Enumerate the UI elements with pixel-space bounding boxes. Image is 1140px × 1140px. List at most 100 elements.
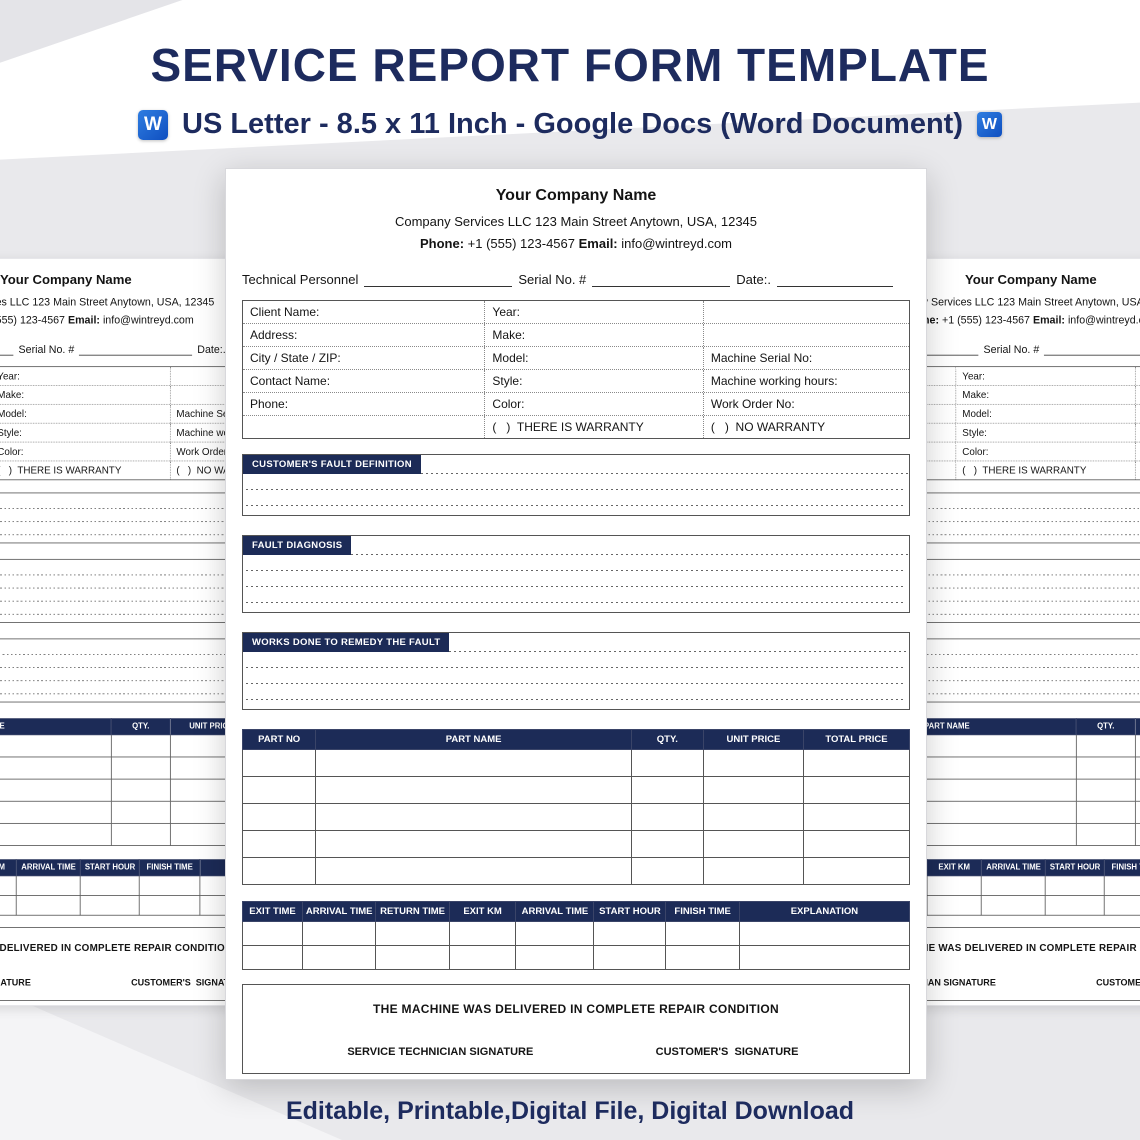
serial-no-label: Serial No. # <box>18 343 75 356</box>
table-cell <box>0 756 112 780</box>
table-cell <box>110 822 171 846</box>
client-table-cell: City / State / ZIP: <box>243 347 486 369</box>
table-cell <box>630 857 704 885</box>
email-value: info@wintreyd.com <box>1067 313 1140 327</box>
signature-row: SERVICE TECHNICIAN SIGNATURE CUSTOMER'S … <box>253 1046 899 1058</box>
table-cell <box>802 803 911 831</box>
table-header: FINISH TIME <box>1104 859 1140 877</box>
client-table-cell: Work Order No: <box>710 397 795 411</box>
table-cell <box>0 895 17 916</box>
table-cell <box>593 921 667 946</box>
table-cell <box>0 800 112 824</box>
table-header: FINISH TIME <box>139 859 201 877</box>
form-page-preview-center: Your Company Name Company Services LLC 1… <box>225 168 927 1080</box>
table-cell <box>241 857 317 885</box>
client-table-cell <box>704 324 909 346</box>
client-table-cell: Client Name: <box>243 301 486 323</box>
table-header: QTY. <box>1075 718 1136 736</box>
table-cell <box>315 857 632 885</box>
table-cell <box>1075 756 1136 780</box>
table-cell <box>315 830 632 858</box>
serial-no-blank <box>1044 343 1140 356</box>
customer-signature-label: CUSTOMER'S SIGNATURE <box>1096 977 1140 988</box>
client-table-cell <box>243 416 486 438</box>
delivery-confirmation-box: THE MACHINE WAS DELIVERED IN COMPLETE RE… <box>242 984 910 1074</box>
dotted-line <box>246 587 906 603</box>
delivery-statement: THE MACHINE WAS DELIVERED IN COMPLETE RE… <box>864 941 1140 954</box>
table-cell <box>802 776 911 804</box>
hero-header: SERVICE REPORT FORM TEMPLATE W US Letter… <box>0 38 1140 141</box>
client-table-cell: Make: <box>0 385 171 404</box>
client-table-row: ( ) THERE IS WARRANTY( ) NO WARRANTY <box>758 461 1140 480</box>
table-header: RETURN TIME <box>375 901 450 922</box>
section-label: WORKS DONE TO REMEDY THE FAULT <box>243 633 450 652</box>
company-address: Company Services LLC 123 Main Street Any… <box>394 214 758 229</box>
delivery-statement: THE MACHINE WAS DELIVERED IN COMPLETE RE… <box>373 1002 779 1016</box>
serial-no-blank <box>592 272 731 287</box>
section-label: FAULT DIAGNOSIS <box>243 536 352 555</box>
table-cell <box>1075 822 1136 846</box>
fault-section-box: WORKS DONE TO REMEDY THE FAULT <box>242 632 910 710</box>
client-table-row: City / State / ZIP:Model: Machine Serial … <box>243 347 909 370</box>
table-cell <box>630 803 704 831</box>
table-header: FINISH TIME <box>665 901 740 922</box>
email-label: Email: <box>67 313 100 327</box>
client-table-cell <box>1136 367 1140 385</box>
table-header: EXIT TIME <box>241 901 304 922</box>
company-name: Your Company Name <box>964 273 1097 288</box>
table-cell <box>665 945 740 970</box>
table-header: EXPLANATION <box>738 901 911 922</box>
table-cell <box>702 776 804 804</box>
page-subtitle-row: W US Letter - 8.5 x 11 Inch - Google Doc… <box>0 108 1140 141</box>
table-cell <box>241 921 304 946</box>
client-table-cell: ( ) NO WARRANTY <box>710 420 826 434</box>
dotted-line <box>903 508 1140 509</box>
table-cell <box>738 945 911 970</box>
table-cell <box>1075 734 1136 758</box>
table-header: PART NAME <box>315 729 632 750</box>
serial-no-label: Serial No. # <box>518 272 587 287</box>
dotted-line <box>927 654 1140 655</box>
table-cell <box>702 749 804 777</box>
client-table-cell: ( ) THERE IS WARRANTY <box>957 461 1136 480</box>
client-table-cell: Model: <box>0 404 171 423</box>
table-cell <box>665 921 740 946</box>
client-table-cell: Contact Name: <box>243 370 486 392</box>
table-cell <box>315 776 632 804</box>
company-address: Company Services LLC 123 Main Street Any… <box>882 295 1140 309</box>
table-header: QTY. <box>110 718 171 736</box>
table-cell <box>1075 778 1136 802</box>
table-header: UNIT PRICE <box>702 729 804 750</box>
date-blank <box>776 272 893 287</box>
table-cell <box>630 830 704 858</box>
table-cell <box>0 778 112 802</box>
client-table-cell: ( ) THERE IS WARRANTY <box>485 416 704 438</box>
dotted-line <box>246 571 906 587</box>
table-cell <box>241 830 317 858</box>
serial-no-blank <box>79 343 193 356</box>
client-table-cell: Address: <box>243 324 486 346</box>
table-cell <box>515 921 595 946</box>
phone-label: Phone: <box>419 236 465 251</box>
client-table-cell: Model: <box>957 404 1136 423</box>
dotted-line <box>351 554 909 555</box>
client-table-cell: Make: <box>957 385 1136 404</box>
table-cell <box>139 875 201 896</box>
table-cell <box>315 803 632 831</box>
table-cell <box>241 945 304 970</box>
table-header: EXIT KM <box>926 859 982 877</box>
dotted-line <box>0 654 339 655</box>
word-icon: W <box>138 109 168 140</box>
company-name: Your Company Name <box>0 273 132 288</box>
table-cell <box>0 875 17 896</box>
technical-personnel-line: Technical Personnel Serial No. # Date:. <box>242 272 910 287</box>
table-cell <box>1045 875 1106 896</box>
section-label: CUSTOMER'S FAULT DEFINITION <box>243 455 421 474</box>
client-table-cell: Machine Serial No: <box>710 351 813 365</box>
technical-personnel-blank <box>364 272 513 287</box>
service-technician-signature-label: SERVICE TECHNICIAN SIGNATURE <box>347 1046 534 1058</box>
table-cell <box>110 756 171 780</box>
dotted-line <box>246 684 906 700</box>
fault-sections: CUSTOMER'S FAULT DEFINITION FAULT DIAGNOS… <box>242 454 910 710</box>
client-table-cell: Work Order No: <box>1136 443 1140 461</box>
